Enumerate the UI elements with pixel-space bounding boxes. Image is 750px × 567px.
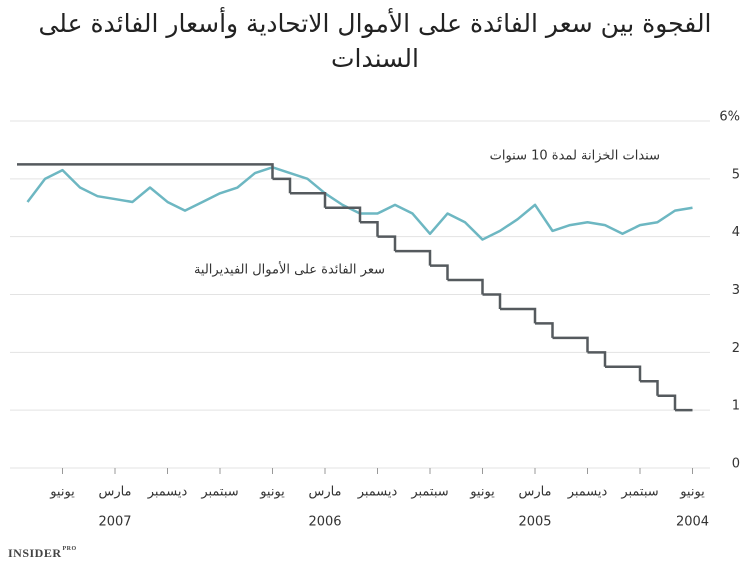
- x-tick-label: يونيو: [49, 485, 75, 500]
- step-segment: [517, 307, 537, 324]
- series-label: سندات الخزانة لمدة 10 سنوات: [490, 149, 660, 164]
- year-label: 2007: [98, 515, 131, 530]
- x-tick-label: سبتمبر: [410, 485, 448, 500]
- x-tick-label: ديسمبر: [357, 485, 398, 500]
- y-tick-label: 6%: [719, 110, 740, 125]
- series-label: سعر الفائدة على الأموال الفيديرالية: [194, 261, 385, 278]
- step-segment: [377, 235, 397, 252]
- y-tick-label: 5: [732, 167, 740, 182]
- y-tick-label: 0: [732, 457, 740, 472]
- x-tick-label: سبتمبر: [200, 485, 238, 500]
- year-label: 2005: [518, 515, 551, 530]
- y-tick-label: 1: [732, 399, 740, 414]
- step-segment: [657, 394, 677, 411]
- x-tick-label: مارس: [98, 485, 131, 500]
- logo-badge: PRO: [62, 546, 77, 552]
- year-label: 2004: [676, 515, 709, 530]
- step-segment: [272, 177, 292, 194]
- step-segment: [482, 293, 502, 309]
- y-tick-label: 3: [732, 283, 740, 298]
- step-segment: [430, 264, 449, 281]
- x-tick-label: سبتمبر: [620, 485, 658, 500]
- x-tick-label: مارس: [518, 485, 551, 500]
- step-segment: [342, 206, 362, 223]
- series-line: [26, 166, 693, 241]
- step-segment: [465, 278, 484, 295]
- logo: INSIDERPRO: [8, 546, 77, 561]
- y-tick-label: 2: [732, 341, 740, 356]
- x-tick-label: مارس: [308, 485, 341, 500]
- x-tick-label: ديسمبر: [147, 485, 188, 500]
- logo-text: INSIDER: [8, 546, 62, 560]
- y-tick-label: 4: [732, 225, 740, 240]
- x-tick-label: يونيو: [259, 485, 285, 500]
- step-segment: [535, 322, 554, 338]
- x-tick-label: يونيو: [679, 485, 705, 500]
- year-label: 2006: [308, 515, 341, 530]
- step-segment: [622, 365, 642, 382]
- chart-title: الفجوة بين سعر الفائدة على الأموال الاتح…: [38, 9, 712, 73]
- x-tick-label: ديسمبر: [567, 485, 608, 500]
- step-segment: [640, 380, 659, 396]
- step-segment: [255, 163, 274, 179]
- step-segment: [570, 336, 589, 353]
- step-segment: [307, 192, 327, 208]
- step-segment: [412, 249, 432, 266]
- x-tick-label: يونيو: [469, 485, 495, 500]
- step-segment: [587, 351, 607, 367]
- step-segment: [360, 220, 379, 237]
